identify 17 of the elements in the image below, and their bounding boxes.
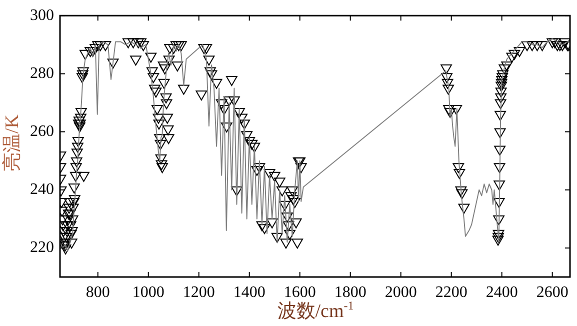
y-tick-label: 240 (30, 181, 54, 198)
x-tick-label: 2000 (384, 284, 417, 301)
y-tick-label: 260 (30, 122, 54, 140)
x-tick-label: 1800 (334, 284, 366, 301)
y-tick-label: 300 (30, 6, 54, 24)
x-tick-label: 1000 (132, 284, 164, 301)
x-tick-label: 2200 (435, 284, 468, 301)
x-tick-label: 800 (86, 284, 110, 301)
x-tick-label: 1600 (284, 284, 316, 301)
y-tick-label: 280 (30, 64, 54, 82)
y-axis-title: 亮温/K (1, 114, 24, 174)
x-tick-label: 2400 (486, 284, 518, 301)
y-tick-label: 220 (30, 239, 54, 256)
x-tick-label: 2600 (536, 284, 568, 301)
x-tick-label: 1200 (182, 284, 215, 301)
x-axis-title: 波数/cm$^{-1}$ (277, 298, 354, 322)
x-tick-label: 1400 (233, 284, 266, 301)
